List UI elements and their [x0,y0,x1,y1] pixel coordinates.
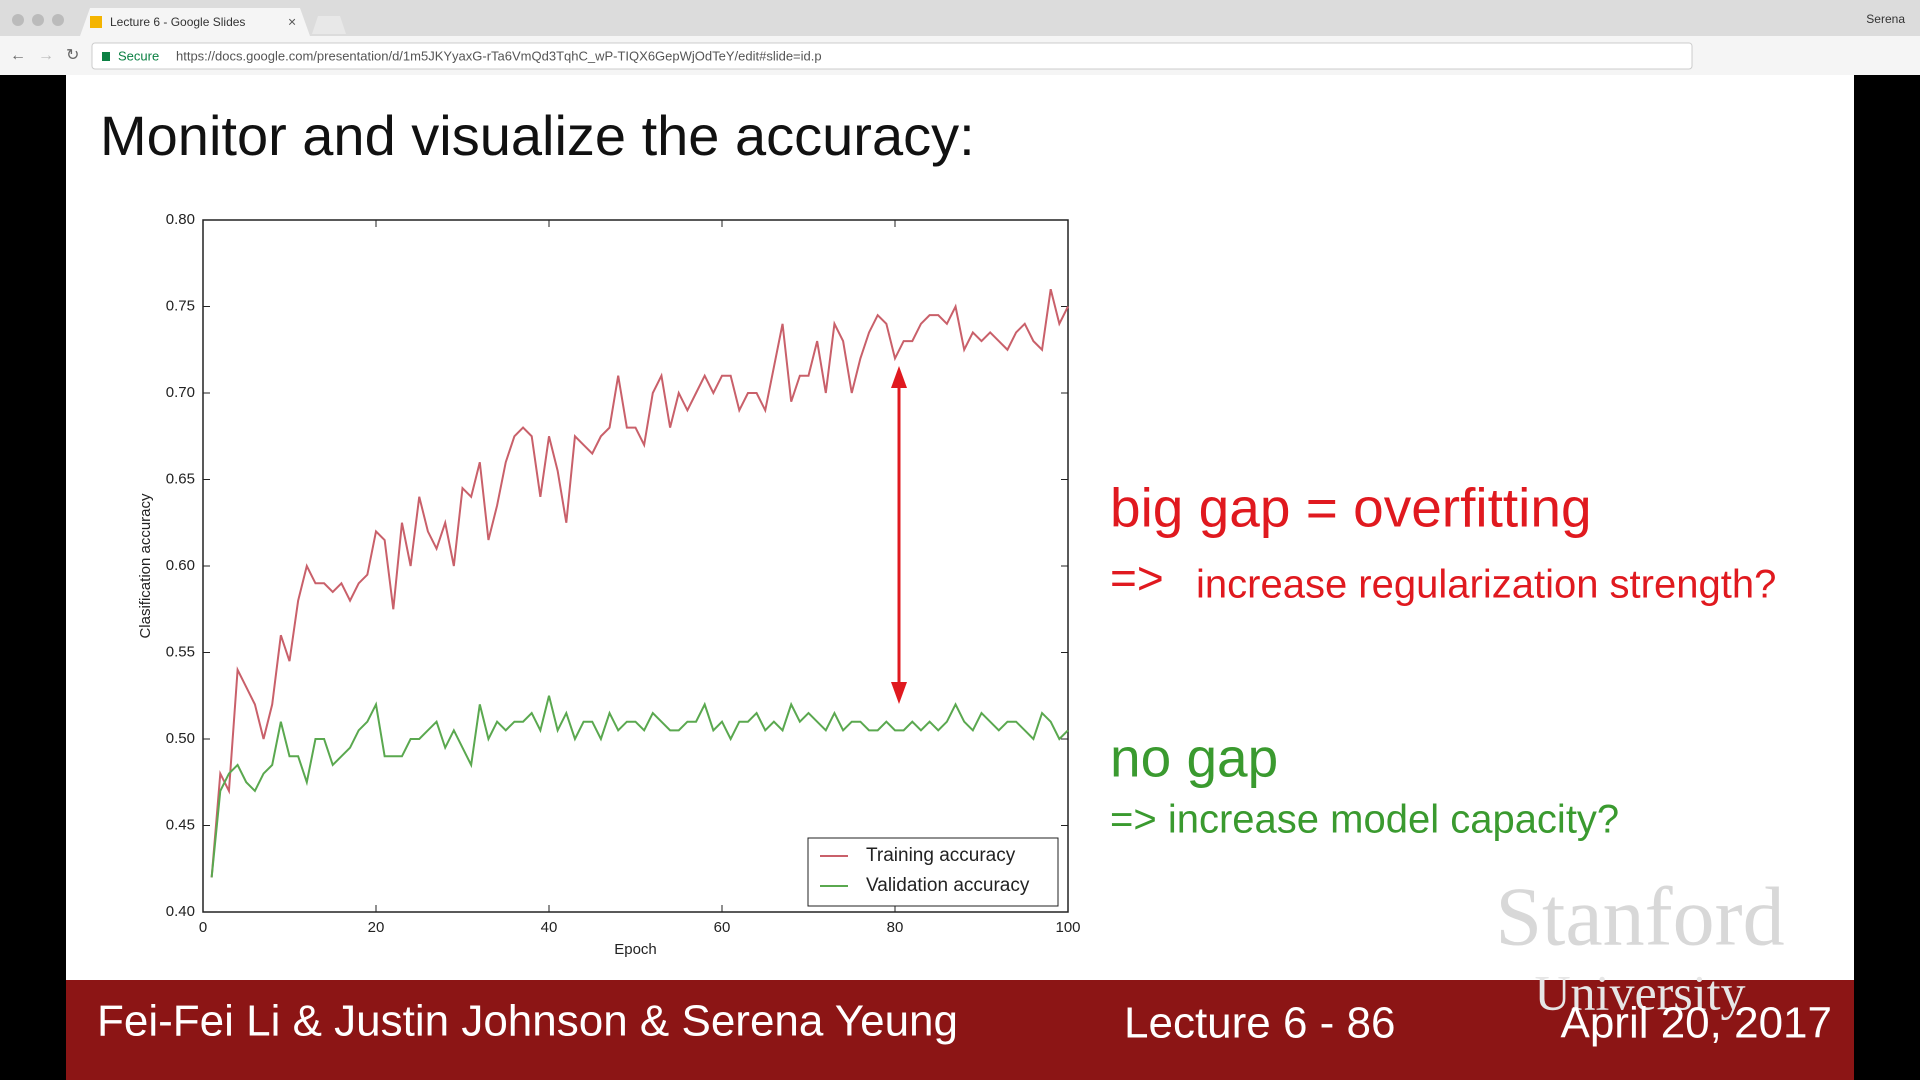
window-button[interactable] [12,14,24,26]
y-tick-label: 0.75 [166,297,195,314]
lock-icon [102,52,110,61]
nogap-action: => increase model capacity? [1110,798,1619,842]
x-axis-label: Epoch [614,941,657,958]
footer-date: April 20, 2017 [1560,999,1832,1048]
y-tick-label: 0.70 [166,384,195,401]
arrow-head [891,366,907,388]
reload-button[interactable]: ↻ [66,47,79,64]
y-tick-label: 0.40 [166,903,195,920]
chart: 0.40 0.45 0.50 0.55 0.60 0.65 0.70 0.75 0.80 0 20 4… [137,211,1081,958]
arrow-head [891,682,907,704]
y-tick-label: 0.80 [166,211,195,228]
footer-authors: Fei-Fei Li & Justin Johnson & Serena Yeu… [97,997,958,1046]
footer-lecture: Lecture 6 - 86 [1124,999,1396,1048]
secure-label: Secure [118,48,159,63]
x-tick-label: 40 [541,919,558,936]
tab-close[interactable]: × [288,14,296,30]
y-tick-label: 0.55 [166,643,195,660]
tab-icon [90,16,102,28]
data-line [210,695,1069,878]
y-tick-label: 0.50 [166,730,195,747]
y-axis-label: Clasification accuracy [137,493,154,639]
x-tick-label: 0 [199,919,207,936]
url[interactable]: https://docs.google.com/presentation/d/1… [176,48,822,63]
tab[interactable] [80,8,310,36]
tab-title[interactable]: Lecture 6 - Google Slides [110,15,245,29]
y-tick-label: 0.65 [166,470,195,487]
forward-button[interactable]: → [38,47,54,64]
gap-arrow [891,366,907,704]
y-tick-label: 0.60 [166,557,195,574]
footer-band [66,980,1854,1080]
data-line [210,288,1069,878]
watermark: Stanford [1495,870,1784,963]
x-tick-label: 100 [1055,919,1080,936]
slide-title: Monitor and visualize the accuracy: [100,104,975,167]
address-bar[interactable] [91,42,1693,70]
y-tick-label: 0.45 [166,816,195,833]
plot-area [202,219,1069,913]
new-tab[interactable] [312,16,346,34]
legend-box [807,837,1059,907]
nogap-text: no gap [1110,727,1278,789]
x-tick-label: 20 [368,919,385,936]
watermark: University [1534,964,1745,1020]
profile-name[interactable]: Serena [1866,12,1905,26]
gap-action: increase regularization strength? [1196,563,1776,607]
window-button[interactable] [52,14,64,26]
gap-prefix: => [1110,552,1164,604]
legend-label: Validation accuracy [866,875,1030,896]
gap-text: big gap = overfitting [1110,477,1592,539]
back-button[interactable]: ← [10,47,26,64]
window-button[interactable] [32,14,44,26]
x-tick-label: 80 [887,919,904,936]
legend-label: Training accuracy [866,845,1016,866]
x-tick-label: 60 [714,919,731,936]
